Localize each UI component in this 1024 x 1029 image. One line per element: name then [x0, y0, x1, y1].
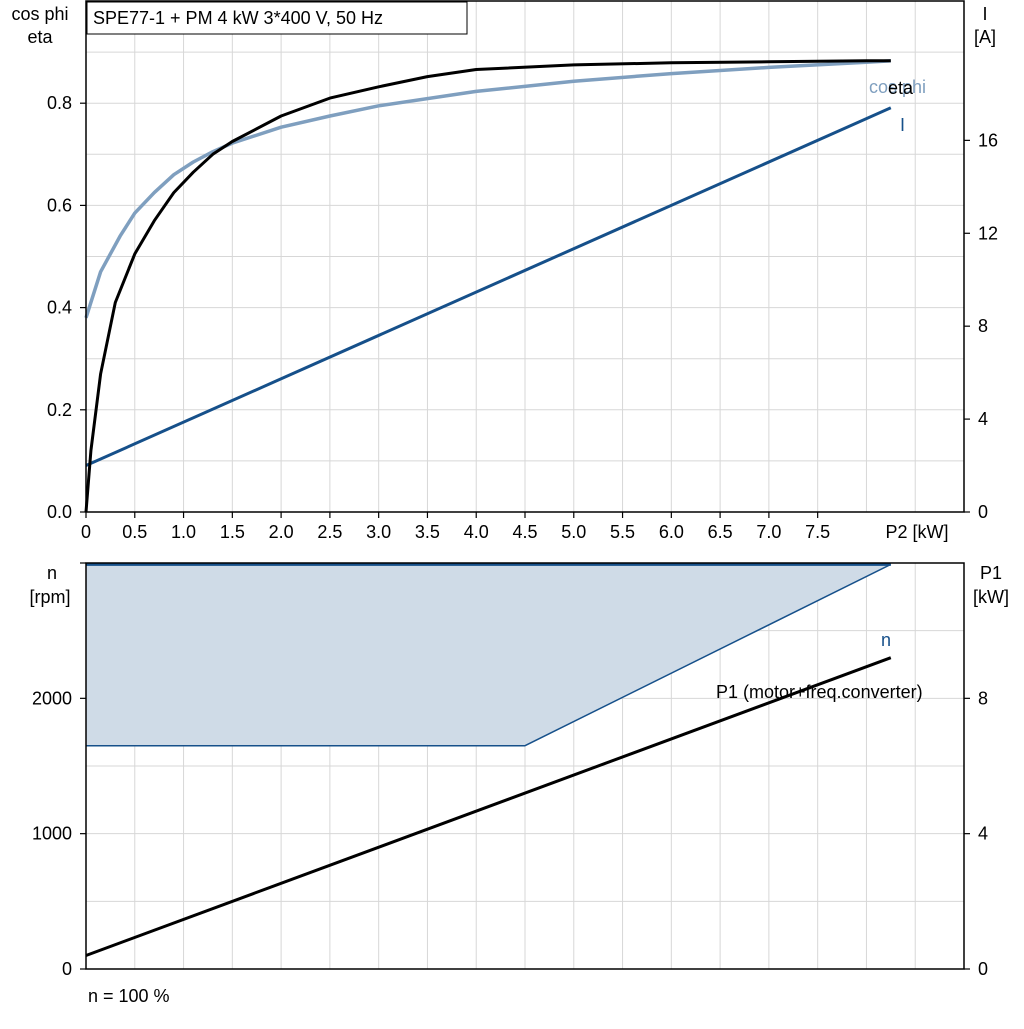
- current-line: [85, 106, 892, 467]
- right-y-tick-label: 4: [978, 409, 988, 429]
- series-label-p1: P1 (motor+freq.converter): [716, 682, 923, 702]
- bottom-left-y-tick-label: 1000: [32, 824, 72, 844]
- bottom-left-y-tick-label: 2000: [32, 688, 72, 708]
- x-tick-label: 5.0: [561, 522, 586, 542]
- top-chart-grid: [86, 0, 964, 512]
- series-label-current: I: [900, 115, 905, 135]
- x-tick-label: 6.5: [708, 522, 733, 542]
- x-axis-label: P2 [kW]: [885, 522, 948, 542]
- speed-min-line: [86, 563, 892, 747]
- chart-title-box: [86, 1, 468, 35]
- x-tick-label: 6.0: [659, 522, 684, 542]
- cos-phi-line: [84, 59, 891, 319]
- left-y-tick-label: 0.8: [47, 93, 72, 113]
- left-axis-label-line1: cos phi: [11, 4, 68, 24]
- right-axis-label-line2: [A]: [974, 27, 996, 47]
- x-tick-label: 2.0: [269, 522, 294, 542]
- chart-marks: [84, 59, 892, 957]
- series-label-eta: eta: [888, 78, 914, 98]
- x-tick-label: 4.0: [464, 522, 489, 542]
- bottom-plot-frame: [85, 562, 965, 970]
- x-tick-label: 2.5: [317, 522, 342, 542]
- speed-range-area: [86, 564, 891, 746]
- right-y-tick-label: 12: [978, 223, 998, 243]
- bottom-right-axis-label-line1: P1: [980, 563, 1002, 583]
- p1-power-line: [85, 656, 892, 957]
- bottom-left-axis-label-line1: n: [47, 563, 57, 583]
- x-tick-label: 0.5: [122, 522, 147, 542]
- series-label-cos-phi: cos phi: [869, 77, 926, 97]
- series-label-speed: n: [881, 630, 891, 650]
- x-tick-label: 3.5: [415, 522, 440, 542]
- bottom-left-axis-label-line2: [rpm]: [29, 587, 70, 607]
- chart-title: SPE77-1 + PM 4 kW 3*400 V, 50 Hz: [93, 8, 383, 28]
- right-y-tick-label: 0: [978, 502, 988, 522]
- speed-footnote: n = 100 %: [88, 986, 170, 1006]
- bottom-left-y-tick-label: 0: [62, 959, 72, 979]
- left-y-tick-label: 0.0: [47, 502, 72, 522]
- eta-line: [84, 59, 891, 513]
- axis-ticks: 0 0.5 1.0 1.5 2.0 2.5 3.0 3.5 4.0 4.5 5.0 5.5 6.0 6.5…: [32, 93, 998, 979]
- right-y-tick-label: 16: [978, 130, 998, 150]
- left-y-tick-label: 0.2: [47, 400, 72, 420]
- x-tick-label: 1.5: [220, 522, 245, 542]
- right-axis-label-line1: I: [982, 4, 987, 24]
- left-y-tick-label: 0.4: [47, 298, 72, 318]
- x-tick-label: 7.0: [756, 522, 781, 542]
- x-tick-label: 3.0: [366, 522, 391, 542]
- x-tick-label: 7.5: [805, 522, 830, 542]
- bottom-right-axis-label-line2: [kW]: [973, 587, 1009, 607]
- x-tick-label: 5.5: [610, 522, 635, 542]
- left-axis-label-line2: eta: [27, 27, 53, 47]
- right-y-tick-label: 8: [978, 316, 988, 336]
- bottom-right-y-tick-label: 4: [978, 824, 988, 844]
- x-tick-label: 1.0: [171, 522, 196, 542]
- x-tick-label: 4.5: [512, 522, 537, 542]
- bottom-right-y-tick-label: 8: [978, 688, 988, 708]
- bottom-right-y-tick-label: 0: [978, 959, 988, 979]
- x-tick-label: 0: [81, 522, 91, 542]
- left-y-tick-label: 0.6: [47, 195, 72, 215]
